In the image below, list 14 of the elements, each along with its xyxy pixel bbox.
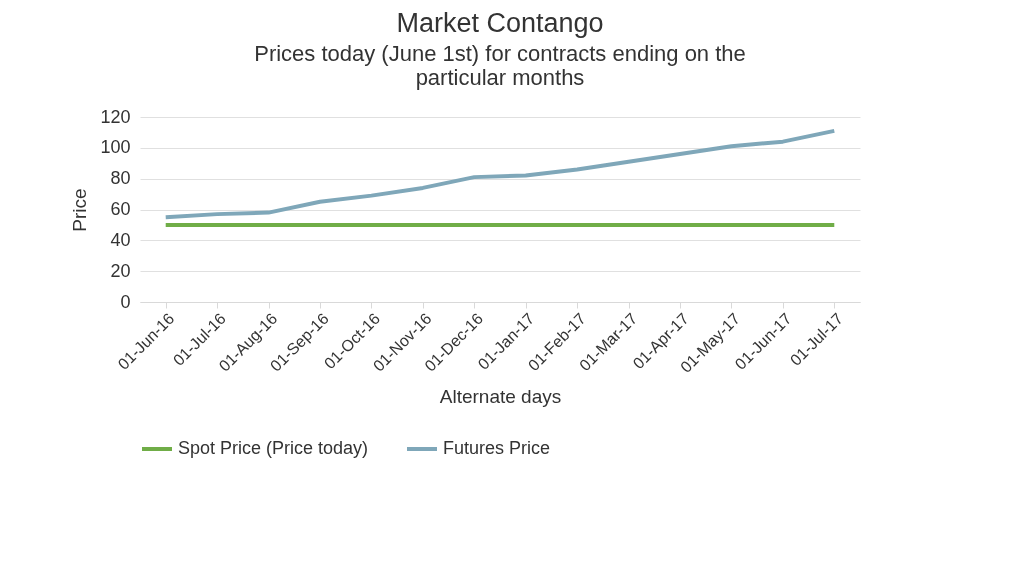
x-axis-title: Alternate days [439,385,562,407]
y-tick-label: 120 [100,106,131,127]
chart-title: Market Contango [396,8,604,38]
y-tick-label: 20 [110,260,131,281]
legend-label: Futures Price [443,438,551,458]
y-tick-label: 60 [110,199,131,219]
legend-label: Spot Price (Price today) [178,438,369,458]
y-axis-title: Price [69,188,91,232]
y-tick-label: 80 [110,168,131,189]
y-tick-label: 40 [110,229,131,250]
y-tick-label: 100 [100,137,131,158]
y-tick-label: 0 [120,291,131,312]
chart-subtitle: Prices today (June 1st) for contracts ending on the particular months [254,41,746,90]
line-series [163,128,837,220]
